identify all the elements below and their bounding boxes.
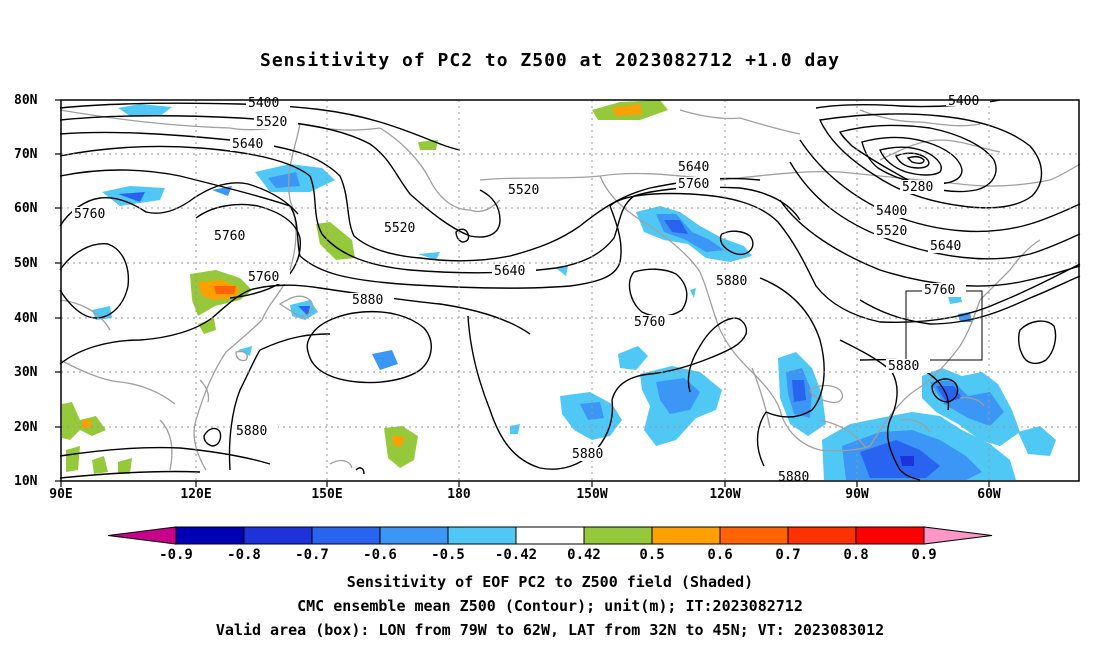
lat-label: 20N: [14, 420, 38, 435]
lat-label: 60N: [14, 201, 38, 216]
colorbar-segment: [243, 526, 313, 545]
contour-label: 5520: [384, 221, 415, 236]
contour-label: 5400: [248, 96, 279, 111]
lat-label: 80N: [14, 93, 38, 108]
contour-label: 5880: [888, 359, 919, 374]
colorbar-segment: [515, 526, 585, 545]
colorbar-segment: [651, 526, 721, 545]
contour-label: 5640: [930, 239, 961, 254]
lon-label: 150W: [576, 487, 607, 502]
longitude-labels: 90E 120E 150E 180 150W 120W 90W 60W: [49, 487, 1001, 502]
colorbar-label: 0.5: [639, 547, 664, 563]
contour-label: 5640: [232, 137, 263, 152]
lon-label: 180: [447, 487, 471, 502]
contour-label: 5760: [634, 315, 665, 330]
contour-label: 5880: [778, 470, 809, 485]
caption-line-2: CMC ensemble mean Z500 (Contour); unit(m…: [297, 597, 803, 615]
lat-lon-grid: [61, 100, 1079, 481]
map-frame: [60, 99, 1080, 482]
contour-label: 5760: [214, 229, 245, 244]
contour-label: 5760: [74, 207, 105, 222]
contour-label: 5880: [236, 424, 267, 439]
contour-label: 5880: [352, 293, 383, 308]
lat-label: 30N: [14, 365, 38, 380]
contour-label: 5640: [678, 160, 709, 175]
colorbar-label: 0.9: [911, 547, 936, 563]
colorbar-segment: [787, 526, 857, 545]
lon-label: 90W: [845, 487, 869, 502]
map-title: Sensitivity of PC2 to Z500 at 2023082712…: [259, 50, 840, 71]
colorbar-label: 0.42: [567, 547, 601, 563]
colorbar-label: 0.8: [843, 547, 868, 563]
contour-label: 5880: [716, 274, 747, 289]
lon-label: 120W: [709, 487, 740, 502]
colorbar-label: -0.6: [363, 547, 397, 563]
caption-line-1: Sensitivity of EOF PC2 to Z500 field (Sh…: [346, 573, 754, 591]
colorbar-segment: [855, 526, 925, 545]
contour-label: 5760: [924, 283, 955, 298]
colorbar-segment: [311, 526, 381, 545]
sensitivity-shading: [62, 100, 1056, 480]
lat-label: 10N: [14, 474, 38, 489]
lat-label: 40N: [14, 311, 38, 326]
contour-label: 5640: [494, 264, 525, 279]
contour-label: 5400: [948, 94, 979, 109]
contour-label: 5760: [678, 177, 709, 192]
contour-label: 5520: [876, 224, 907, 239]
colorbar-label: -0.8: [227, 547, 261, 563]
colorbar-label: -0.9: [159, 547, 193, 563]
colorbar-label: 0.7: [775, 547, 800, 563]
colorbar-segment: [923, 526, 993, 545]
contour-label: 5880: [572, 447, 603, 462]
contour-label: 5520: [508, 183, 539, 198]
contour-label: 5760: [248, 270, 279, 285]
colorbar: -0.9 -0.8 -0.7 -0.6 -0.5 -0.42 0.42 0.5 0.6 0.7 0.…: [107, 526, 993, 563]
lon-label: 60W: [977, 487, 1001, 502]
contour-label: 5520: [256, 115, 287, 130]
axis-ticks: [55, 99, 990, 487]
colorbar-segment: [379, 526, 449, 545]
colorbar-label: -0.5: [431, 547, 465, 563]
latitude-labels: 80N 70N 60N 50N 40N 30N 20N 10N: [14, 93, 38, 489]
colorbar-label: 0.6: [707, 547, 732, 563]
colorbar-segment: [175, 526, 245, 545]
lon-label: 150E: [311, 487, 342, 502]
lon-label: 120E: [180, 487, 211, 502]
colorbar-label: -0.42: [495, 547, 537, 563]
colorbar-segment: [583, 526, 653, 545]
caption-line-3: Valid area (box): LON from 79W to 62W, L…: [215, 621, 885, 639]
colorbar-segment: [447, 526, 517, 545]
colorbar-label: -0.7: [295, 547, 329, 563]
colorbar-segment: [107, 526, 177, 545]
lat-label: 50N: [14, 256, 38, 271]
contour-label: 5400: [876, 204, 907, 219]
colorbar-segment: [719, 526, 789, 545]
lat-label: 70N: [14, 147, 38, 162]
contour-label: 5280: [902, 180, 933, 195]
lon-label: 90E: [49, 487, 72, 502]
